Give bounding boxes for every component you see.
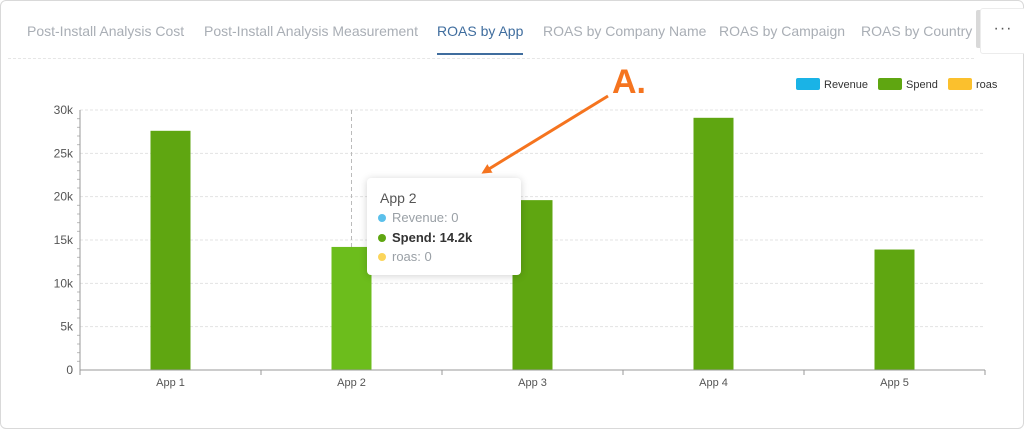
y-tick-label: 25k xyxy=(54,146,74,160)
tab-list: Post-Install Analysis Cost Post-Install … xyxy=(8,0,974,59)
tab-post-install-analysis-cost[interactable]: Post-Install Analysis Cost xyxy=(27,23,185,39)
y-tick-label: 30k xyxy=(54,103,74,117)
spend-bar xyxy=(693,117,734,370)
tooltip-title: App 2 xyxy=(380,190,417,206)
legend: Revenue Spend roas xyxy=(796,78,998,91)
tooltip-roas-text: roas: 0 xyxy=(392,249,432,264)
chart-tooltip: App 2 Revenue: 0 Spend: 14.2k roas: 0 xyxy=(367,178,521,275)
axes: 0 5k 10k 15k 20k 25k 30k App 1 App 2 App 3 App 4 Ap… xyxy=(54,103,986,389)
y-tick-label: 0 xyxy=(66,363,73,377)
spend-bar xyxy=(331,246,372,370)
legend-swatch xyxy=(878,78,902,90)
more-tabs-button[interactable]: ··· xyxy=(980,8,1024,54)
legend-label: roas xyxy=(976,79,998,91)
annotation-arrow xyxy=(481,94,609,174)
x-tick-label: App 3 xyxy=(518,377,547,389)
tab-roas-by-app[interactable]: ROAS by App xyxy=(437,18,524,55)
tab-post-install-analysis-measurement[interactable]: Post-Install Analysis Measurement xyxy=(204,23,418,39)
tab-roas-by-country[interactable]: ROAS by Country xyxy=(861,23,973,39)
tooltip-row-roas: roas: 0 xyxy=(378,248,432,266)
revenue-dot-icon xyxy=(378,214,386,222)
spend-bar xyxy=(150,130,191,370)
annotation-label: A. xyxy=(612,63,646,101)
tooltip-spend-text: Spend: 14.2k xyxy=(392,230,473,245)
x-tick-label: App 1 xyxy=(156,377,185,389)
tooltip-row-spend: Spend: 14.2k xyxy=(378,229,472,247)
y-tick-label: 20k xyxy=(54,190,74,204)
x-tick-label: App 5 xyxy=(880,377,909,389)
y-tick-label: 5k xyxy=(60,320,74,334)
legend-swatch xyxy=(948,78,972,90)
roas-dot-icon xyxy=(378,253,386,261)
y-tick-label: 10k xyxy=(54,276,74,290)
legend-swatch xyxy=(796,78,820,90)
tab-roas-by-company-name[interactable]: ROAS by Company Name xyxy=(543,23,707,39)
spend-dot-icon xyxy=(378,234,386,242)
tooltip-revenue-text: Revenue: 0 xyxy=(392,210,459,225)
tooltip-row-revenue: Revenue: 0 xyxy=(378,209,459,227)
legend-label: Spend xyxy=(906,79,938,91)
x-tick-label: App 4 xyxy=(699,377,728,389)
spend-bar xyxy=(874,249,915,370)
y-tick-label: 15k xyxy=(54,233,74,247)
tab-scrollbar[interactable] xyxy=(976,10,982,48)
legend-label: Revenue xyxy=(824,79,868,91)
bars xyxy=(150,117,915,370)
tab-bar: Post-Install Analysis Cost Post-Install … xyxy=(8,0,1024,59)
x-tick-label: App 2 xyxy=(337,377,366,389)
tab-roas-by-campaign[interactable]: ROAS by Campaign xyxy=(719,23,846,39)
tab-roas-by-app-label: ROAS by App xyxy=(437,23,524,39)
active-tab-underline xyxy=(437,53,524,55)
